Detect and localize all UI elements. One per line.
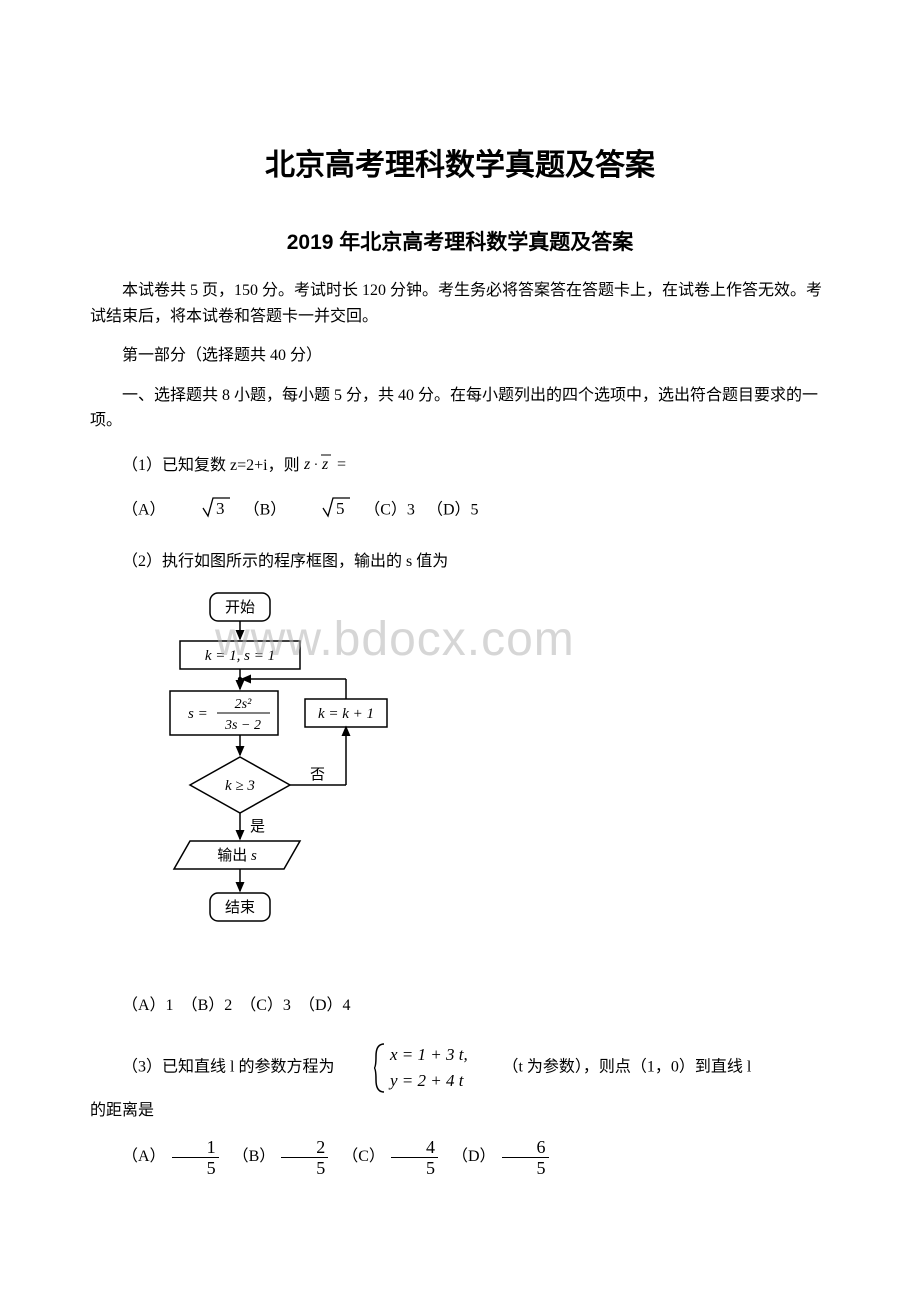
flow-output: 输出 s: [217, 847, 257, 864]
flow-no: 否: [310, 767, 325, 783]
q3-optB-frac: 25: [281, 1138, 328, 1177]
q3-optA-frac: 15: [172, 1138, 219, 1177]
q1-optA-label: （A）: [122, 502, 166, 519]
flow-formula-num: 2s²: [235, 697, 252, 712]
question-2: （2）执行如图所示的程序框图，输出的 s 值为: [90, 544, 830, 579]
flow-formula-den: 3s − 2: [224, 718, 261, 733]
q1-optA-value: 3: [170, 494, 232, 528]
q3-text-b: （t 为参数），则点（1，0）到直线 l: [502, 1059, 751, 1076]
q1-options: （A） 3 （B） 5 （C）3 （D）5: [90, 494, 830, 528]
q3-optD-label: （D）: [452, 1148, 496, 1165]
q3-text-c: 的距离是: [90, 1098, 830, 1124]
q2-options: （A）1 （B）2 （C）3 （D）4: [90, 990, 830, 1022]
q3-optB-label: （B）: [233, 1148, 276, 1165]
flowchart-svg: 开始 k = 1, s = 1 s = 2s² 3s − 2 k = k + 1…: [150, 589, 410, 969]
q3-optC-label: （C）: [342, 1148, 385, 1165]
document-page: www.bdocx.com 北京高考理科数学真题及答案 2019 年北京高考理科…: [0, 0, 920, 1302]
q2-optB: （B）2: [182, 997, 233, 1014]
q1-optD: （D）5: [427, 502, 479, 519]
flow-init: k = 1, s = 1: [205, 648, 275, 664]
q1-expression: z · z =: [304, 458, 354, 475]
flow-end: 结束: [225, 899, 255, 916]
instruction-1: 一、选择题共 8 小题，每小题 5 分，共 40 分。在每小题列出的四个选项中，…: [90, 383, 830, 434]
q3-parametric-equation: x = 1 + 3 t, y = 2 + 4 t: [342, 1038, 494, 1098]
q1-optC: （C）3: [364, 502, 415, 519]
svg-text:z: z: [304, 456, 311, 473]
svg-text:5: 5: [336, 499, 345, 518]
svg-text:=: =: [336, 456, 347, 473]
main-title: 北京高考理科数学真题及答案: [90, 140, 830, 184]
q3-optA-label: （A）: [122, 1148, 166, 1165]
flow-start: 开始: [225, 599, 255, 616]
q1-optB-value: 5: [290, 494, 352, 528]
q2-optC: （C）3: [240, 997, 291, 1014]
q3-optC-frac: 45: [391, 1138, 438, 1177]
q1-optB-label: （B）: [244, 502, 287, 519]
flow-inc: k = k + 1: [318, 706, 374, 722]
question-1: （1）已知复数 z=2+i，则 z · z =: [90, 448, 830, 484]
q1-text: （1）已知复数 z=2+i，则: [122, 457, 300, 474]
flow-cond: k ≥ 3: [225, 778, 255, 794]
q2-optA: （A）1: [122, 997, 174, 1014]
q3-text-a: （3）已知直线 l 的参数方程为: [122, 1059, 334, 1076]
flow-formula-lhs: s =: [188, 706, 208, 722]
flowchart-diagram: 开始 k = 1, s = 1 s = 2s² 3s − 2 k = k + 1…: [150, 589, 830, 974]
svg-text:3: 3: [216, 499, 225, 518]
q3-options: （A） 15 （B） 25 （C） 45 （D） 65: [90, 1138, 830, 1177]
svg-text:·: ·: [314, 458, 318, 473]
question-3: （3）已知直线 l 的参数方程为 x = 1 + 3 t, y = 2 + 4 …: [90, 1038, 830, 1098]
section-1-label: 第一部分（选择题共 40 分）: [90, 343, 830, 369]
flow-yes: 是: [250, 819, 265, 835]
q3-eq-top: x = 1 + 3 t,: [389, 1045, 468, 1064]
q3-eq-bot: y = 2 + 4 t: [388, 1071, 465, 1090]
q2-optD: （D）4: [299, 997, 351, 1014]
sub-title: 2019 年北京高考理科数学真题及答案: [90, 226, 830, 256]
svg-text:z: z: [321, 456, 329, 473]
intro-paragraph: 本试卷共 5 页，150 分。考试时长 120 分钟。考生务必将答案答在答题卡上…: [90, 278, 830, 329]
q3-optD-frac: 65: [502, 1138, 549, 1177]
